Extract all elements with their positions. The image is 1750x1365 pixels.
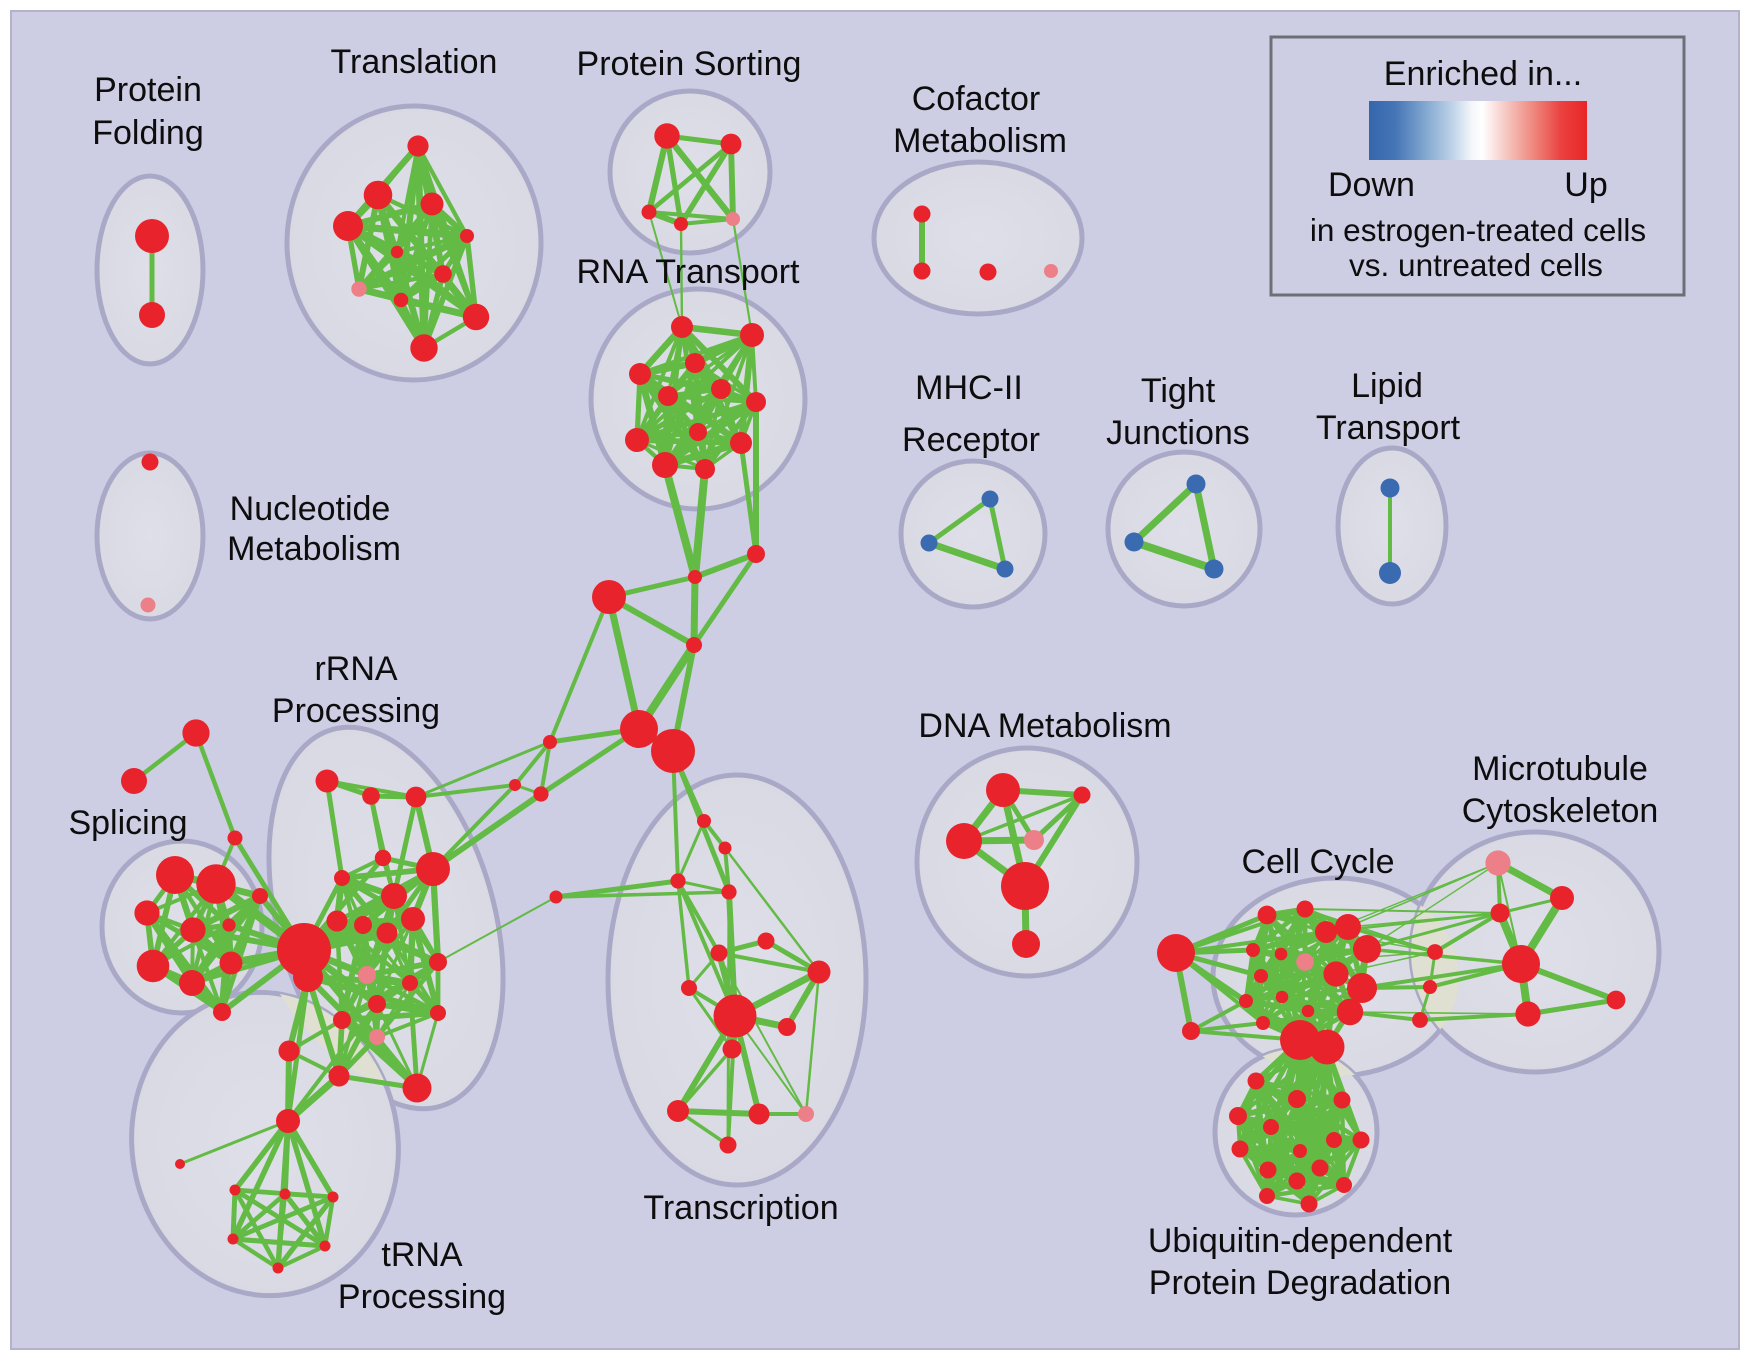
svg-text:Transcription: Transcription bbox=[643, 1189, 838, 1227]
svg-text:Ubiquitin-dependent: Ubiquitin-dependent bbox=[1148, 1222, 1453, 1260]
svg-text:tRNA: tRNA bbox=[381, 1236, 463, 1274]
svg-text:Tight: Tight bbox=[1141, 372, 1216, 410]
svg-text:Processing: Processing bbox=[338, 1278, 506, 1316]
svg-text:Processing: Processing bbox=[272, 692, 440, 730]
svg-text:Lipid: Lipid bbox=[1351, 367, 1423, 405]
svg-text:DNA Metabolism: DNA Metabolism bbox=[918, 707, 1171, 745]
svg-text:Protein: Protein bbox=[94, 71, 202, 109]
svg-text:Protein Sorting: Protein Sorting bbox=[577, 45, 802, 83]
svg-text:vs. untreated cells: vs. untreated cells bbox=[1349, 247, 1603, 283]
svg-text:Enriched in...: Enriched in... bbox=[1384, 55, 1582, 93]
svg-text:Up: Up bbox=[1564, 166, 1607, 204]
svg-text:Junctions: Junctions bbox=[1106, 414, 1250, 452]
svg-text:Cell Cycle: Cell Cycle bbox=[1241, 843, 1394, 881]
svg-text:rRNA: rRNA bbox=[314, 650, 397, 688]
svg-text:Down: Down bbox=[1328, 166, 1415, 204]
svg-text:Receptor: Receptor bbox=[902, 421, 1040, 459]
svg-text:in estrogen-treated cells: in estrogen-treated cells bbox=[1310, 212, 1646, 248]
svg-text:Cytoskeleton: Cytoskeleton bbox=[1462, 792, 1659, 830]
svg-text:Splicing: Splicing bbox=[68, 804, 187, 842]
svg-text:Microtubule: Microtubule bbox=[1472, 750, 1648, 788]
svg-text:Folding: Folding bbox=[92, 114, 204, 152]
svg-text:RNA Transport: RNA Transport bbox=[577, 253, 801, 291]
svg-text:Protein Degradation: Protein Degradation bbox=[1149, 1264, 1451, 1302]
svg-text:Cofactor: Cofactor bbox=[912, 80, 1041, 118]
svg-text:Metabolism: Metabolism bbox=[893, 122, 1067, 160]
svg-text:MHC-II: MHC-II bbox=[915, 369, 1023, 407]
svg-text:Transport: Transport bbox=[1316, 409, 1461, 447]
svg-text:Translation: Translation bbox=[331, 43, 498, 81]
svg-text:Nucleotide: Nucleotide bbox=[230, 490, 391, 528]
svg-text:Metabolism: Metabolism bbox=[227, 530, 401, 568]
